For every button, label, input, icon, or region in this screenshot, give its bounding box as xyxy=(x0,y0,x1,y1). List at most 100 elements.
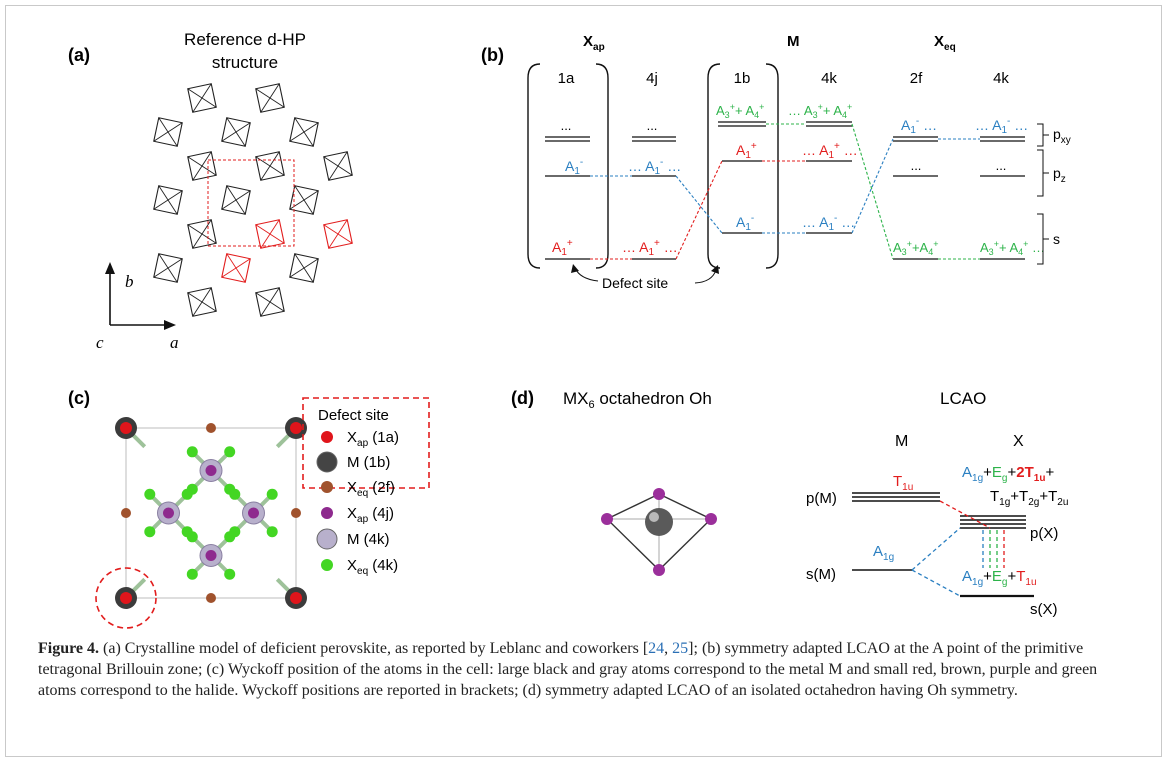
atom-x-eq-4k xyxy=(181,488,193,500)
level-4j-a1-plus: … A1+ … xyxy=(622,238,678,258)
panel-a-title-line2: structure xyxy=(212,53,278,72)
octahedron xyxy=(153,185,183,215)
atom-legend: Xap (1a) M (1b) Xeq (2f) Xap (4j) M (4k) Xeq … xyxy=(316,429,399,577)
defect-arrow-right-icon xyxy=(711,265,719,274)
atom-x-ap-4j xyxy=(248,507,259,519)
level-4k-a3a4: … A3++ A4+ xyxy=(788,102,852,120)
level-4k-x-a3a4: A3++ A4+ … xyxy=(980,239,1045,257)
caption-text-1: (a) Crystalline model of deficient perov… xyxy=(99,640,649,657)
panel-c-label: (c) xyxy=(68,388,90,408)
atom-x-ap-1a xyxy=(120,422,132,434)
caption-ref-24[interactable]: 24 xyxy=(648,640,665,657)
panel-c: (c) Defect site Xap (1a)M (1b)Xeq (2f)Xa… xyxy=(68,388,430,629)
header-m: M xyxy=(787,33,800,50)
bottom-x-label: A1g+Eg+T1u xyxy=(962,568,1037,588)
col-2f: 2f xyxy=(910,70,923,87)
panel-b-label: (b) xyxy=(481,45,504,65)
sx-label: s(X) xyxy=(1030,601,1058,618)
label-s: s xyxy=(1053,231,1060,247)
a1g-label: A1g xyxy=(873,543,894,563)
col-4k-m: 4k xyxy=(821,70,837,87)
col-4j: 4j xyxy=(646,70,658,87)
panel-d-label: (d) xyxy=(511,388,534,408)
atom-x-ap-4j xyxy=(205,550,217,561)
x-header: X xyxy=(1013,433,1024,450)
level-4k-a1-minus: … A1- … xyxy=(802,213,855,233)
defect-legend-box xyxy=(302,397,430,489)
octahedron xyxy=(289,253,319,283)
b-axis-arrow-icon xyxy=(105,262,115,274)
panel-a-title-line1: Reference d-HP xyxy=(184,30,306,49)
level-1b-a1-plus: A1+ xyxy=(736,141,757,161)
a-axis-label: a xyxy=(170,333,179,352)
octahedron xyxy=(187,151,217,181)
atom-x-eq-4k xyxy=(144,488,156,500)
legend-swatch xyxy=(321,481,333,493)
octahedron xyxy=(255,287,285,317)
top-x-line1: A1g+Eg+2T1u+ xyxy=(962,464,1054,484)
lcao-title: LCAO xyxy=(940,389,986,408)
level-1b-a1-minus: A1- xyxy=(736,213,754,233)
legend-swatch xyxy=(316,528,338,550)
octahedron xyxy=(221,117,251,147)
defect-arrow-left-icon xyxy=(571,264,579,273)
dots-1a: ... xyxy=(561,118,572,133)
panel-a: (a) Reference d-HP structure b a c xyxy=(68,30,353,352)
label-pxy: pxy xyxy=(1053,126,1071,146)
legend-label: Xeq (4k) xyxy=(347,557,398,577)
defect-circle xyxy=(95,567,157,629)
dots-4j: ... xyxy=(647,118,658,133)
pm-label: p(M) xyxy=(806,490,837,507)
legend-label: M (4k) xyxy=(347,531,390,548)
caption-figure-label: Figure 4. xyxy=(38,640,100,657)
t1u-label: T1u xyxy=(893,473,913,493)
legend-label: Xap (1a) xyxy=(347,429,399,449)
octahedron xyxy=(153,117,183,147)
dots-2f: ... xyxy=(911,158,922,173)
label-pz: pz xyxy=(1053,165,1066,185)
atom-x-eq-4k xyxy=(224,531,236,543)
octahedron xyxy=(255,219,285,249)
octahedron xyxy=(255,151,285,181)
level-1b-a3a4: A3++ A4+ xyxy=(716,102,764,120)
lcao-links xyxy=(911,500,1005,597)
atom-x-eq-2f xyxy=(206,423,216,433)
octahedron xyxy=(153,253,183,283)
bracket-m-left xyxy=(707,63,721,269)
legend-label: Xap (4j) xyxy=(347,505,394,525)
atom-x-eq-4k xyxy=(229,488,241,500)
px-label: p(X) xyxy=(1030,525,1058,542)
connection-lines xyxy=(590,123,980,260)
header-x-eq: Xeq xyxy=(934,33,956,53)
legend-title: Defect site xyxy=(318,407,389,424)
m-header: M xyxy=(895,433,908,450)
panel-a-label: (a) xyxy=(68,45,90,65)
level-1a-a1-plus: A1+ xyxy=(552,238,573,258)
atom-x-eq-2f xyxy=(206,593,216,603)
c-axis-label: c xyxy=(96,333,104,352)
octahedron xyxy=(187,219,217,249)
header-x-ap: Xap xyxy=(583,33,605,53)
caption-separator: , xyxy=(664,640,673,657)
legend-label: M (1b) xyxy=(347,454,390,471)
atom-x-ap-1a xyxy=(120,592,132,604)
crystal-structure xyxy=(115,417,307,609)
legend-swatch xyxy=(321,431,333,443)
level-1a-a1-minus: A1- xyxy=(565,157,583,177)
dots-4k-x: ... xyxy=(996,158,1007,173)
atom-x-eq-4k xyxy=(144,526,156,538)
sm-label: s(M) xyxy=(806,566,836,583)
legend-swatch xyxy=(321,559,333,571)
caption-ref-25[interactable]: 25 xyxy=(672,640,689,657)
atom-x-eq-4k xyxy=(224,568,236,580)
legend-swatch xyxy=(316,451,338,473)
a-axis-arrow-icon xyxy=(164,320,176,330)
octahedron xyxy=(187,83,217,113)
atom-x-eq-2f xyxy=(291,508,301,518)
atom-x-ap-1a xyxy=(290,422,302,434)
legend-swatch xyxy=(321,507,333,519)
col-1a: 1a xyxy=(558,70,575,87)
col-1b: 1b xyxy=(734,70,751,87)
atom-x-eq-2f xyxy=(121,508,131,518)
octahedron-drawing xyxy=(601,488,717,576)
